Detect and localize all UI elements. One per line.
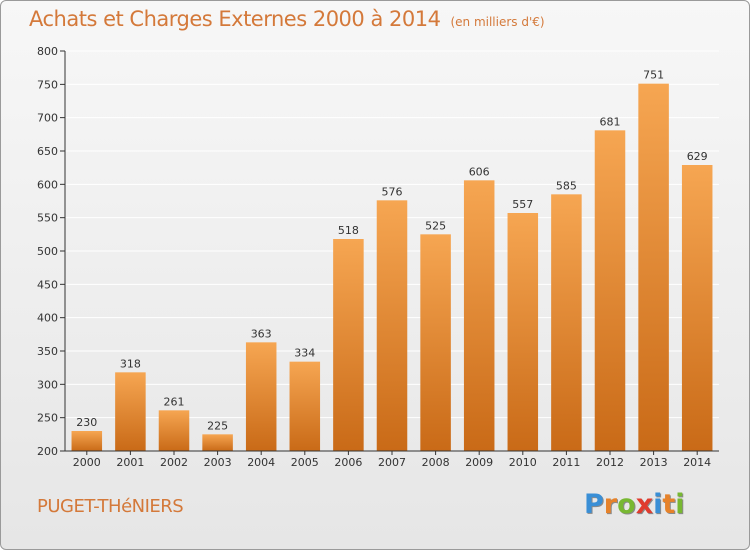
- y-tick-label: 300: [37, 378, 58, 391]
- data-label: 318: [120, 357, 141, 370]
- bar-2006: [333, 239, 364, 451]
- bar-2008: [420, 234, 451, 451]
- logo-letter: i: [653, 489, 663, 520]
- y-tick-label: 700: [37, 112, 58, 125]
- x-tick-label: 2004: [247, 456, 275, 469]
- x-tick-label: 2001: [116, 456, 144, 469]
- y-tick-label: 550: [37, 212, 58, 225]
- x-tick-label: 2009: [465, 456, 493, 469]
- bar-2014: [681, 165, 713, 451]
- data-label: 518: [338, 224, 359, 237]
- chart-title: Achats et Charges Externes 2000 à 2014 (e…: [29, 7, 545, 31]
- x-tick-label: 2007: [378, 456, 406, 469]
- x-tick-label: 2012: [596, 456, 624, 469]
- y-tick-label: 450: [37, 278, 58, 291]
- chart-title-text: Achats et Charges Externes 2000 à 2014: [29, 7, 441, 31]
- y-tick-label: 500: [37, 245, 58, 258]
- bar-2013: [638, 83, 669, 452]
- data-labels: 230 318 261 225 363 334 518 576 525 606 557 585 681 7…: [76, 69, 707, 433]
- y-tick-label: 650: [37, 145, 58, 158]
- data-label: 585: [556, 179, 577, 192]
- logo-letter: r: [603, 489, 618, 520]
- x-tick-label: 2010: [509, 456, 537, 469]
- data-label: 225: [207, 419, 228, 432]
- data-label: 261: [164, 395, 185, 408]
- x-tick-label: 2003: [204, 456, 232, 469]
- x-tick-label: 2006: [334, 456, 362, 469]
- x-tick-label: 2000: [73, 456, 101, 469]
- y-tick-label: 750: [37, 78, 58, 91]
- data-label: 557: [512, 198, 533, 211]
- bar-2000: [71, 431, 103, 451]
- data-label: 606: [469, 165, 490, 178]
- y-tick-label: 600: [37, 178, 58, 191]
- bar-2010: [507, 213, 539, 451]
- data-label: 334: [294, 347, 315, 360]
- bar-2012: [594, 130, 626, 452]
- logo-letter: i: [675, 489, 685, 520]
- bars: [71, 83, 713, 452]
- x-tick-label: 2005: [291, 456, 319, 469]
- logo-letter: x: [635, 489, 654, 520]
- location-name: PUGET-THéNIERS: [37, 496, 184, 517]
- y-tick-label: 200: [37, 445, 58, 458]
- x-tick-label: 2011: [552, 456, 580, 469]
- bar-2009: [463, 180, 495, 452]
- logo-letter: o: [617, 489, 636, 520]
- x-tick-label: 2008: [422, 456, 450, 469]
- data-label: 230: [76, 416, 97, 429]
- chart-subtitle: (en milliers d'€): [450, 15, 545, 29]
- axes: 200 250 300 350 400 450 500 550 600 650 700 750 800 2…: [37, 45, 719, 469]
- bar-2002: [158, 410, 190, 451]
- data-label: 681: [600, 115, 621, 128]
- data-label: 629: [687, 150, 708, 163]
- bar-2001: [115, 372, 146, 451]
- y-tick-label: 250: [37, 412, 58, 425]
- x-tick-label: 2013: [640, 456, 668, 469]
- x-tick-label: 2014: [683, 456, 711, 469]
- y-tick-label: 350: [37, 345, 58, 358]
- data-label: 525: [425, 219, 446, 232]
- y-tick-label: 800: [37, 45, 58, 58]
- data-label: 363: [251, 327, 272, 340]
- bar-2003: [202, 434, 233, 451]
- bar-2011: [551, 194, 582, 452]
- y-tick-label: 400: [37, 312, 58, 325]
- bar-2005: [289, 361, 321, 451]
- logo-letter: P: [584, 489, 604, 520]
- data-label: 576: [382, 185, 403, 198]
- proxiti-logo: Proxiti: [584, 489, 685, 520]
- bar-2007: [376, 200, 408, 451]
- data-label: 751: [643, 69, 664, 82]
- x-tick-label: 2002: [160, 456, 188, 469]
- logo-letter: t: [662, 489, 676, 520]
- bar-2004: [245, 342, 277, 451]
